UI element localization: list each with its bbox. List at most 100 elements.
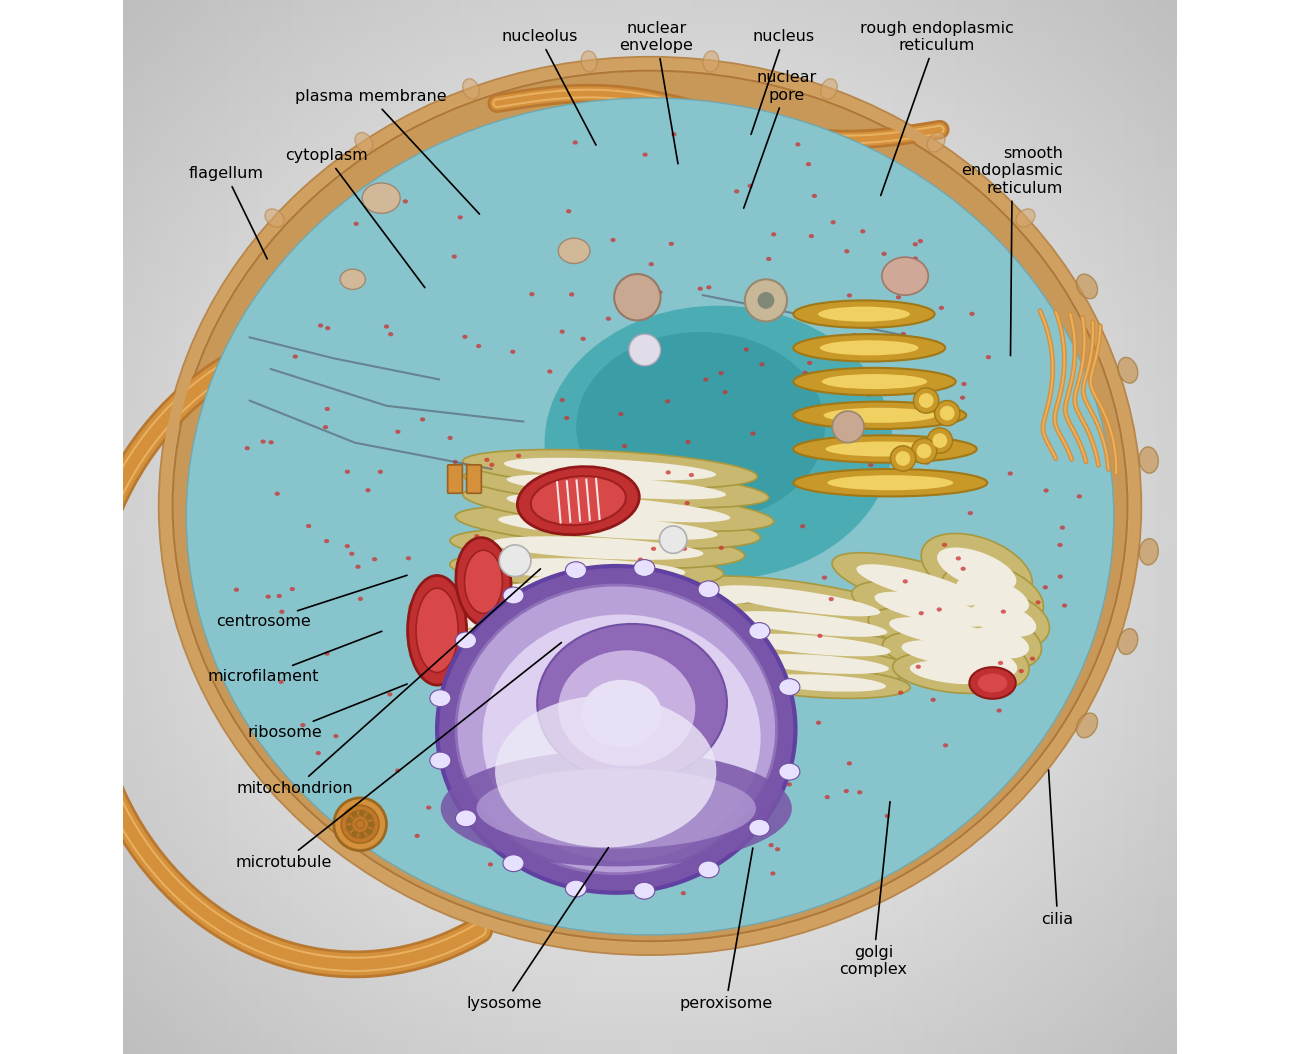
Ellipse shape xyxy=(1001,609,1006,613)
Ellipse shape xyxy=(436,605,559,628)
Text: microfilament: microfilament xyxy=(207,631,382,684)
Ellipse shape xyxy=(703,51,719,72)
Ellipse shape xyxy=(793,402,966,429)
Ellipse shape xyxy=(685,440,690,444)
Text: rough endoplasmic
reticulum: rough endoplasmic reticulum xyxy=(859,21,1014,196)
Ellipse shape xyxy=(489,463,494,467)
Ellipse shape xyxy=(437,626,551,645)
Ellipse shape xyxy=(658,290,663,294)
Ellipse shape xyxy=(719,371,724,375)
Ellipse shape xyxy=(893,651,1014,694)
Ellipse shape xyxy=(793,469,987,496)
Ellipse shape xyxy=(942,743,948,747)
Ellipse shape xyxy=(818,307,910,321)
Ellipse shape xyxy=(378,470,383,474)
Ellipse shape xyxy=(959,395,966,399)
Ellipse shape xyxy=(846,761,852,765)
Ellipse shape xyxy=(891,446,915,471)
Ellipse shape xyxy=(927,133,945,152)
Ellipse shape xyxy=(846,412,852,416)
Text: ribosome: ribosome xyxy=(247,684,407,740)
Ellipse shape xyxy=(809,234,814,238)
Text: flagellum: flagellum xyxy=(188,167,268,259)
Ellipse shape xyxy=(274,491,280,495)
Ellipse shape xyxy=(358,597,363,601)
Ellipse shape xyxy=(727,647,915,681)
Ellipse shape xyxy=(411,598,584,636)
Ellipse shape xyxy=(852,333,857,337)
Ellipse shape xyxy=(1019,669,1024,674)
Ellipse shape xyxy=(824,408,936,423)
Ellipse shape xyxy=(967,511,972,515)
Ellipse shape xyxy=(818,633,823,638)
Ellipse shape xyxy=(820,79,837,99)
Text: golgi
complex: golgi complex xyxy=(840,802,907,977)
Ellipse shape xyxy=(957,590,1049,649)
Ellipse shape xyxy=(827,475,953,490)
Ellipse shape xyxy=(759,363,764,367)
Ellipse shape xyxy=(841,352,846,356)
Ellipse shape xyxy=(848,308,853,312)
Ellipse shape xyxy=(1076,274,1097,298)
Ellipse shape xyxy=(516,453,521,457)
Ellipse shape xyxy=(1060,526,1065,530)
Ellipse shape xyxy=(463,485,774,531)
Ellipse shape xyxy=(723,390,728,394)
Ellipse shape xyxy=(966,627,1030,659)
Ellipse shape xyxy=(559,648,809,680)
Ellipse shape xyxy=(1118,357,1138,384)
Ellipse shape xyxy=(714,626,919,664)
Ellipse shape xyxy=(896,451,910,466)
Ellipse shape xyxy=(962,382,967,386)
Ellipse shape xyxy=(832,552,1005,618)
Ellipse shape xyxy=(914,388,939,413)
Ellipse shape xyxy=(1062,604,1067,608)
Ellipse shape xyxy=(558,238,590,264)
Ellipse shape xyxy=(619,568,624,572)
Ellipse shape xyxy=(403,199,408,203)
Ellipse shape xyxy=(945,638,1030,690)
Ellipse shape xyxy=(698,861,719,878)
Ellipse shape xyxy=(1057,543,1062,547)
Ellipse shape xyxy=(265,594,270,599)
Ellipse shape xyxy=(642,153,647,157)
Ellipse shape xyxy=(786,782,792,786)
Ellipse shape xyxy=(796,142,801,147)
Ellipse shape xyxy=(651,547,656,551)
Ellipse shape xyxy=(504,457,716,481)
Ellipse shape xyxy=(916,444,931,458)
Ellipse shape xyxy=(569,246,575,250)
Ellipse shape xyxy=(913,256,918,260)
Ellipse shape xyxy=(706,286,711,290)
Ellipse shape xyxy=(456,646,461,650)
Ellipse shape xyxy=(430,689,451,706)
Ellipse shape xyxy=(666,470,671,474)
Ellipse shape xyxy=(260,440,265,444)
Ellipse shape xyxy=(913,242,918,247)
Ellipse shape xyxy=(775,847,780,852)
Ellipse shape xyxy=(941,563,1044,628)
Ellipse shape xyxy=(924,477,930,482)
Ellipse shape xyxy=(384,325,389,329)
Ellipse shape xyxy=(972,685,978,689)
Ellipse shape xyxy=(458,215,463,219)
Ellipse shape xyxy=(581,485,586,489)
Ellipse shape xyxy=(503,855,524,872)
Ellipse shape xyxy=(1015,209,1035,227)
Ellipse shape xyxy=(547,370,552,374)
Ellipse shape xyxy=(277,593,282,598)
Ellipse shape xyxy=(779,763,800,780)
Ellipse shape xyxy=(426,805,432,809)
Ellipse shape xyxy=(698,581,719,598)
Ellipse shape xyxy=(265,209,285,227)
Ellipse shape xyxy=(452,460,458,464)
Ellipse shape xyxy=(1044,488,1049,492)
Ellipse shape xyxy=(463,79,480,99)
Ellipse shape xyxy=(576,332,826,522)
Ellipse shape xyxy=(300,723,306,727)
Ellipse shape xyxy=(634,560,655,577)
Ellipse shape xyxy=(318,324,324,328)
Ellipse shape xyxy=(621,444,627,448)
Ellipse shape xyxy=(566,562,586,579)
Ellipse shape xyxy=(173,71,1127,941)
